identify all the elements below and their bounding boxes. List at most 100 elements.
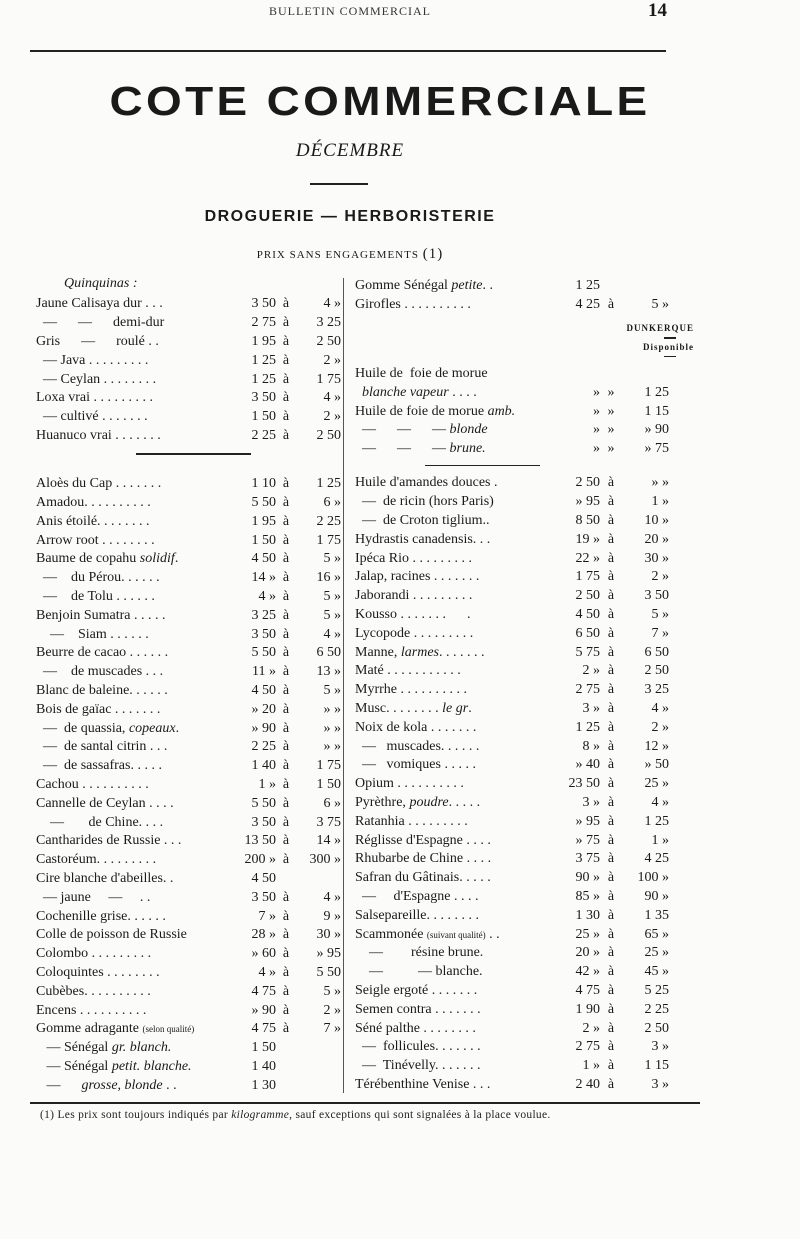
product-name-part: — Siam . . . . . . bbox=[36, 626, 149, 642]
product-name-part: Kousso . . . . . . . . bbox=[355, 607, 471, 623]
price-separator: à bbox=[607, 569, 615, 585]
product-name: — de muscades . . . bbox=[36, 664, 224, 680]
price-from: 4 25 bbox=[575, 297, 601, 313]
product-name-part: — du Pérou. . . . . . bbox=[36, 570, 160, 586]
price-row: — muscades. . . . . . 8 » à 12 » bbox=[355, 737, 700, 756]
price-from: 19 » bbox=[575, 531, 601, 547]
price-from: 1 40 bbox=[251, 1058, 277, 1074]
product-name: Rhubarbe de Chine . . . . bbox=[355, 851, 543, 867]
price-row: — de Croton tiglium.. 8 50 à 10 » bbox=[355, 512, 700, 531]
product-name-part: Gris — roulé . . bbox=[36, 333, 159, 349]
price-row: Pyrèthre, poudre. . . . . 3 » à 4 » bbox=[355, 794, 700, 813]
footnote-reference[interactable]: (1) bbox=[422, 246, 444, 262]
price-separator: à bbox=[607, 738, 615, 754]
price-row: — Siam . . . . . . 3 50 à 4 » bbox=[36, 625, 342, 644]
product-name-part: grosse, blonde bbox=[81, 1077, 163, 1093]
price-separator: à bbox=[607, 297, 615, 313]
price-row: Girofles . . . . . . . . . . 4 25 à 5 » bbox=[355, 296, 700, 315]
price-from: 5 75 bbox=[575, 644, 601, 660]
price-to: 3 25 bbox=[316, 315, 342, 331]
product-name-part: Opium . . . . . . . . . . bbox=[355, 776, 464, 792]
price-to: » » bbox=[323, 720, 342, 736]
price-to: 14 » bbox=[316, 833, 342, 849]
product-name-part: Ipéca Rio . . . . . . . . . bbox=[355, 550, 473, 566]
price-from: 4 50 bbox=[251, 683, 277, 699]
product-name-part: . . . . . bbox=[448, 795, 481, 811]
price-to: 6 50 bbox=[644, 644, 670, 660]
price-from: 4 » bbox=[258, 964, 277, 980]
product-name: — muscades. . . . . . bbox=[355, 739, 543, 755]
price-from: » 95 bbox=[575, 813, 601, 829]
product-name: — follicules. . . . . . . bbox=[355, 1039, 543, 1055]
product-name: Salsepareille. . . . . . . . bbox=[355, 908, 543, 924]
product-name: Noix de kola . . . . . . . bbox=[355, 720, 543, 736]
price-to: 6 » bbox=[323, 495, 342, 511]
product-name-part: — de sassafras. . . . . bbox=[36, 758, 162, 774]
product-name: Séné palthe . . . . . . . . bbox=[355, 1021, 543, 1037]
product-name-part: Myrrhe . . . . . . . . . . bbox=[355, 682, 467, 698]
product-name-part: Ratanhia . . . . . . . . . bbox=[355, 813, 468, 829]
product-name-part: petit. blanche. bbox=[111, 1058, 192, 1074]
subsection-text: PRIX SANS ENGAGEMENTS bbox=[256, 249, 419, 261]
price-from: » 95 bbox=[575, 494, 601, 510]
price-row: Lycopode . . . . . . . . . 6 50 à 7 » bbox=[355, 624, 700, 643]
price-to: » » bbox=[323, 701, 342, 717]
product-name: Cachou . . . . . . . . . . bbox=[36, 777, 224, 793]
price-from: » 90 bbox=[251, 720, 277, 736]
product-name-part: Castoréum. . . . . . . . . bbox=[36, 852, 157, 868]
price-row: Blanc de baleine. . . . . . 4 50 à 5 » bbox=[36, 682, 342, 701]
product-name: Gomme Sénégal petite. . bbox=[355, 278, 543, 294]
gomme-girofles-list: Gomme Sénégal petite. . 1 25 Girofles . . … bbox=[355, 277, 700, 315]
product-name-part: . . bbox=[482, 278, 494, 294]
price-from: 3 50 bbox=[251, 626, 277, 642]
price-separator: à bbox=[607, 531, 615, 547]
price-to: 1 75 bbox=[316, 371, 342, 387]
product-name: Castoréum. . . . . . . . . bbox=[36, 852, 224, 868]
product-name: Encens . . . . . . . . . . bbox=[36, 1003, 224, 1019]
price-from: 1 95 bbox=[251, 513, 277, 529]
price-row: Colombo . . . . . . . . . » 60 à » 95 bbox=[36, 945, 342, 964]
price-row: Anis étoilé. . . . . . . . 1 95 à 2 25 bbox=[36, 512, 342, 531]
product-name-part: Beurre de cacao . . . . . . bbox=[36, 645, 169, 661]
product-name: Blanc de baleine. . . . . . bbox=[36, 683, 224, 699]
price-to: 2 50 bbox=[644, 1020, 670, 1036]
price-from: 2 25 bbox=[251, 739, 277, 755]
drug-list-right: Huile d'amandes douces . 2 50 à » » — de ri… bbox=[355, 474, 700, 1094]
price-to: 3 » bbox=[651, 1076, 670, 1092]
price-to: 1 » bbox=[651, 494, 670, 510]
product-name-part: — de ricin (hors Paris) bbox=[355, 494, 494, 510]
price-to: 4 » bbox=[651, 701, 670, 717]
price-row: Cannelle de Ceylan . . . . 5 50 à 6 » bbox=[36, 794, 342, 813]
product-name-part: Colle de poisson de Russie bbox=[36, 927, 187, 943]
product-name-part: Anis étoilé. . . . . . . . bbox=[36, 513, 150, 529]
price-separator: à bbox=[607, 776, 615, 792]
product-name: Ratanhia . . . . . . . . . bbox=[355, 814, 543, 830]
product-name-part: . . . . bbox=[448, 384, 477, 400]
price-to: 3 » bbox=[651, 1039, 670, 1055]
price-to: 5 50 bbox=[316, 964, 342, 980]
price-separator: à bbox=[607, 926, 615, 942]
price-row: Baume de copahu solidif. 4 50 à 5 » bbox=[36, 550, 342, 569]
price-separator: à bbox=[282, 296, 290, 312]
product-name-part: — de muscades . . . bbox=[36, 664, 164, 680]
price-from: 3 50 bbox=[251, 296, 277, 312]
price-row: Gris — roulé . . 1 95 à 2 50 bbox=[36, 333, 342, 352]
price-row: Maté . . . . . . . . . . . 2 » à 2 50 bbox=[355, 662, 700, 681]
product-name-part: Amadou. . . . . . . . . . bbox=[36, 495, 151, 511]
price-separator: à bbox=[607, 1039, 615, 1055]
product-name-part: Encens . . . . . . . . . . bbox=[36, 1002, 147, 1018]
product-name-part: . bbox=[175, 720, 180, 736]
product-name: — Java . . . . . . . . . bbox=[36, 353, 224, 369]
price-row: Myrrhe . . . . . . . . . . 2 75 à 3 25 bbox=[355, 681, 700, 700]
product-name-part: copeaux bbox=[128, 720, 176, 736]
product-name-part: Jalap, racines . . . . . . . bbox=[355, 569, 480, 585]
price-from: 1 25 bbox=[251, 352, 277, 368]
price-from: 20 » bbox=[575, 945, 601, 961]
price-separator: à bbox=[607, 663, 615, 679]
price-from: 14 » bbox=[251, 570, 277, 586]
price-row: Seigle ergoté . . . . . . . 4 75 à 5 25 bbox=[355, 982, 700, 1001]
product-name-part: Cachou . . . . . . . . . . bbox=[36, 777, 149, 793]
product-name-part: Réglisse d'Espagne . . . . bbox=[355, 832, 491, 848]
product-name-part: — de santal citrin . . . bbox=[36, 739, 168, 755]
price-to: 100 » bbox=[637, 870, 670, 886]
